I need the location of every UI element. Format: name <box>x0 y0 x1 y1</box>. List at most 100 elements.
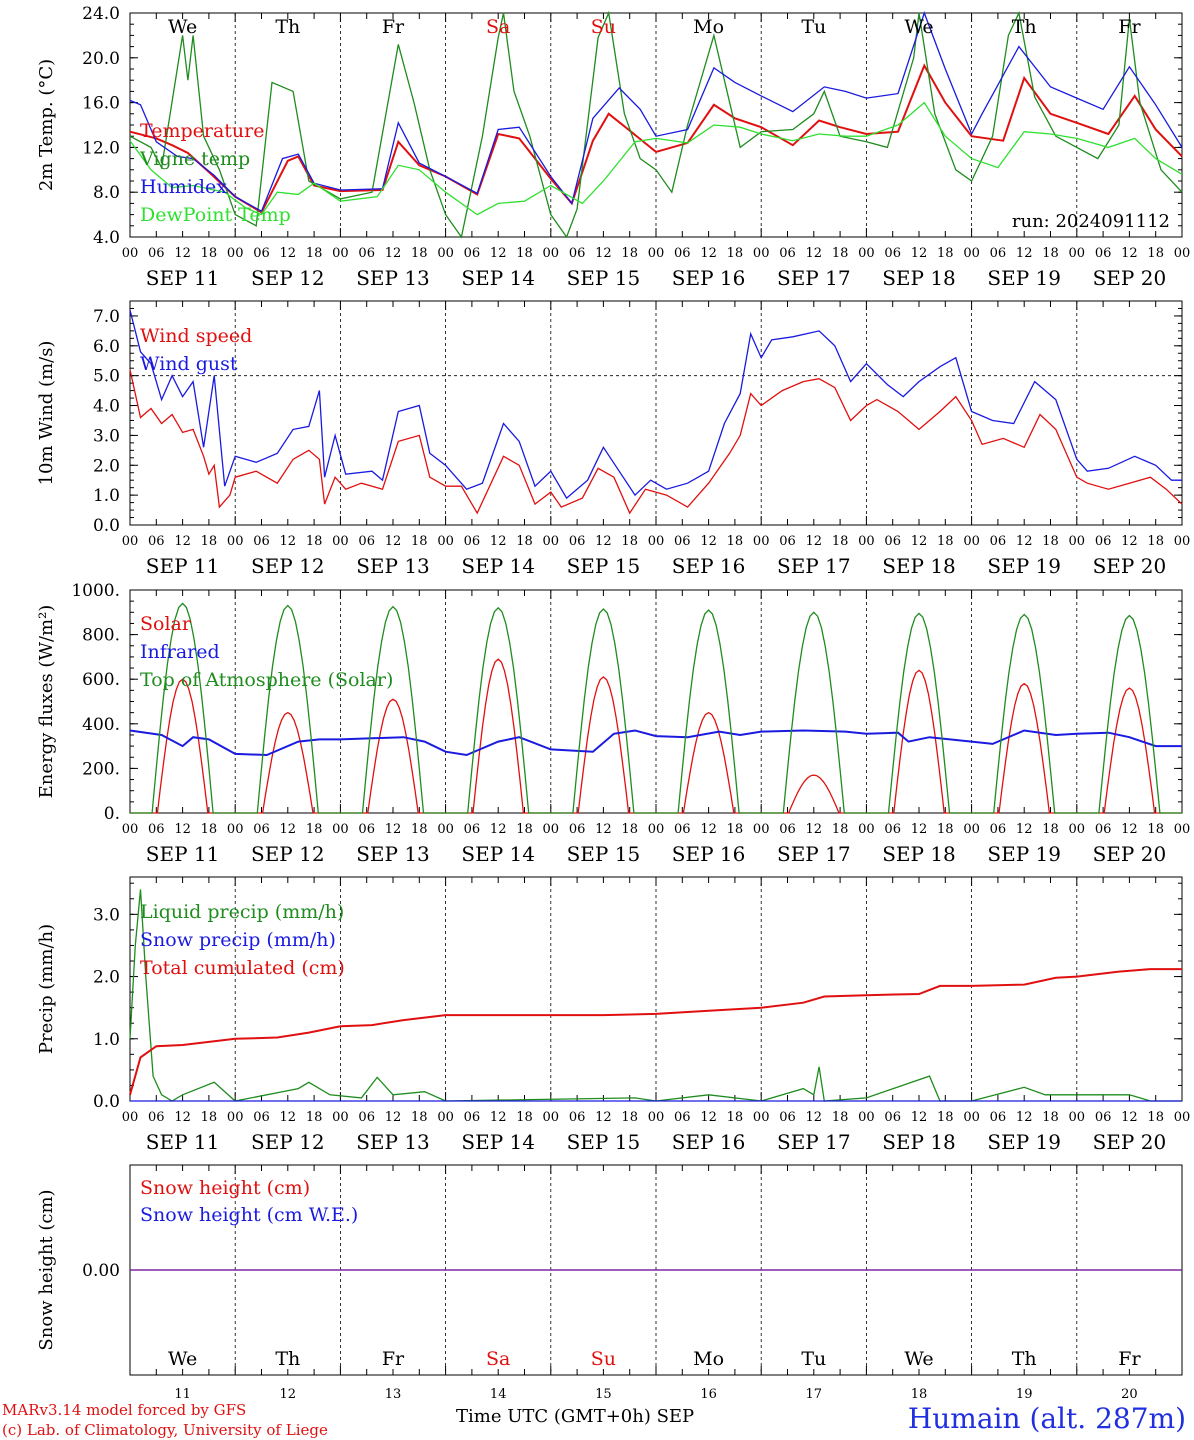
hour-tick-label: 06 <box>990 822 1007 837</box>
weekday-label: We <box>904 16 933 38</box>
hour-tick-label: 00 <box>963 534 980 549</box>
day-number-label: 11 <box>174 1387 191 1400</box>
hour-tick-label: 12 <box>806 534 823 549</box>
legend-entry: Wind gust <box>140 353 238 375</box>
y-axis-label: Snow height (cm) <box>36 1189 57 1350</box>
hour-tick-label: 18 <box>1042 246 1059 261</box>
hour-tick-label: 12 <box>280 246 297 261</box>
hour-tick-label: 06 <box>253 246 270 261</box>
legend-entry: Snow precip (mm/h) <box>140 929 336 951</box>
y-tick-label: 20.0 <box>82 49 120 69</box>
hour-tick-label: 12 <box>174 1110 191 1125</box>
hour-tick-label: 12 <box>490 1110 507 1125</box>
hour-tick-label: 00 <box>963 822 980 837</box>
hour-tick-label: 06 <box>253 534 270 549</box>
hour-tick-label: 18 <box>516 1110 533 1125</box>
y-tick-label: 5.0 <box>93 367 120 387</box>
hour-tick-label: 18 <box>727 534 744 549</box>
hour-tick-label: 00 <box>332 246 349 261</box>
hour-tick-label: 18 <box>727 246 744 261</box>
y-tick-label: 400. <box>82 715 120 735</box>
weekday-label: Su <box>591 16 616 38</box>
hour-tick-label: 06 <box>464 246 481 261</box>
run-label: run: 2024091112 <box>1012 211 1170 232</box>
hour-tick-label: 06 <box>253 822 270 837</box>
model-credit: MARv3.14 model forced by GFS <box>2 1401 247 1419</box>
hour-tick-label: 12 <box>490 822 507 837</box>
hour-tick-label: 00 <box>122 534 139 549</box>
series-line <box>129 10 1183 239</box>
date-label: SEP 17 <box>777 842 851 866</box>
date-label: SEP 14 <box>461 554 535 578</box>
hour-tick-label: 18 <box>832 822 849 837</box>
hour-tick-label: 18 <box>832 534 849 549</box>
series-line <box>129 101 1183 216</box>
hour-tick-label: 00 <box>1174 246 1191 261</box>
hour-tick-label: 06 <box>569 246 586 261</box>
date-label: SEP 13 <box>356 1130 430 1154</box>
hour-tick-label: 00 <box>437 1110 454 1125</box>
hour-tick-label: 00 <box>122 1110 139 1125</box>
day-number-label: 16 <box>700 1387 717 1400</box>
date-label: SEP 11 <box>146 554 220 578</box>
hour-tick-label: 12 <box>1016 246 1033 261</box>
lab-credit: (c) Lab. of Climatology, University of L… <box>2 1421 328 1439</box>
hour-tick-label: 12 <box>280 534 297 549</box>
y-tick-label: 0. <box>104 804 120 824</box>
hour-tick-label: 00 <box>543 246 560 261</box>
hour-tick-label: 12 <box>700 534 717 549</box>
weekday-label: Fr <box>382 1348 405 1370</box>
hour-tick-label: 18 <box>411 246 428 261</box>
hour-tick-label: 06 <box>148 246 165 261</box>
plot-frame <box>129 589 1183 814</box>
hour-tick-label: 18 <box>1147 246 1164 261</box>
hour-tick-label: 12 <box>174 534 191 549</box>
date-label: SEP 18 <box>882 554 956 578</box>
hour-tick-label: 18 <box>516 246 533 261</box>
y-tick-label: 16.0 <box>82 94 120 114</box>
date-label: SEP 15 <box>567 266 641 290</box>
date-label: SEP 11 <box>146 266 220 290</box>
date-label: SEP 14 <box>461 1130 535 1154</box>
y-tick-label: 200. <box>82 759 120 779</box>
date-label: SEP 13 <box>356 266 430 290</box>
hour-tick-label: 18 <box>306 1110 323 1125</box>
hour-tick-label: 18 <box>516 534 533 549</box>
hour-tick-label: 06 <box>569 822 586 837</box>
legend-entry: Liquid precip (mm/h) <box>140 901 344 923</box>
hour-tick-label: 12 <box>595 534 612 549</box>
hour-tick-label: 12 <box>385 246 402 261</box>
y-tick-label: 24.0 <box>82 4 120 24</box>
y-axis-label: 10m Wind (m/s) <box>36 341 57 486</box>
hour-tick-label: 12 <box>806 822 823 837</box>
y-axis-label: 2m Temp. (°C) <box>36 59 57 191</box>
date-label: SEP 19 <box>987 554 1061 578</box>
weekday-label: We <box>168 1348 197 1370</box>
hour-tick-label: 06 <box>884 246 901 261</box>
hour-tick-label: 06 <box>358 822 375 837</box>
hour-tick-label: 12 <box>1121 534 1138 549</box>
hour-tick-label: 00 <box>332 534 349 549</box>
y-tick-label: 3.0 <box>93 426 120 446</box>
legend-entry: Vigne temp <box>139 148 250 170</box>
hour-tick-label: 12 <box>911 822 928 837</box>
date-label: SEP 16 <box>672 554 746 578</box>
y-tick-label: 0.0 <box>93 516 120 536</box>
weekday-label: Tu <box>801 1348 826 1370</box>
hour-tick-label: 12 <box>174 822 191 837</box>
hour-tick-label: 12 <box>385 534 402 549</box>
hour-tick-label: 12 <box>911 534 928 549</box>
time-axis-title: Time UTC (GMT+0h) SEP <box>456 1406 695 1427</box>
hour-tick-label: 12 <box>595 822 612 837</box>
y-axis-label: Precip (mm/h) <box>36 924 57 1054</box>
hour-tick-label: 06 <box>674 822 691 837</box>
hour-tick-label: 18 <box>201 1110 218 1125</box>
hour-tick-label: 00 <box>543 534 560 549</box>
hour-tick-label: 18 <box>411 822 428 837</box>
meteogram: 4.0 8.0 12.0 16.0 20.0 24.0 2m Temp. (°C) 00 06 1… <box>36 4 1191 1400</box>
date-label: SEP 19 <box>987 842 1061 866</box>
weekday-label: Mo <box>693 1348 724 1370</box>
hour-tick-label: 00 <box>858 1110 875 1125</box>
hour-tick-label: 00 <box>753 246 770 261</box>
hour-tick-label: 18 <box>1042 534 1059 549</box>
